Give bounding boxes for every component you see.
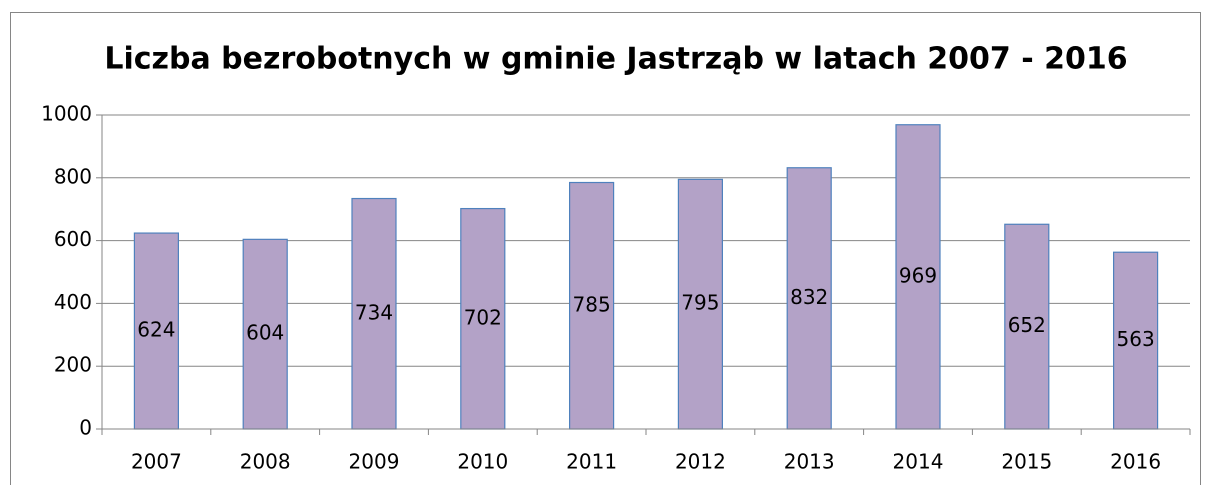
x-tick-label: 2015 bbox=[1001, 450, 1052, 474]
bar bbox=[460, 207, 506, 430]
bar bbox=[677, 178, 724, 430]
data-label: 604 bbox=[246, 321, 284, 345]
y-tick-label: 600 bbox=[54, 227, 92, 251]
data-label: 734 bbox=[355, 300, 393, 324]
y-tick-label: 200 bbox=[54, 353, 92, 377]
data-label: 624 bbox=[137, 318, 175, 342]
chart-title: Liczba bezrobotnych w gminie Jastrząb w … bbox=[104, 42, 1127, 77]
x-tick-label: 2013 bbox=[784, 450, 835, 474]
bar bbox=[895, 124, 941, 430]
x-tick-label: 2016 bbox=[1110, 450, 1161, 474]
data-label: 702 bbox=[464, 305, 502, 329]
bar bbox=[133, 232, 179, 430]
y-tick-label: 0 bbox=[79, 416, 92, 440]
bar bbox=[1004, 223, 1050, 430]
data-label: 785 bbox=[573, 292, 611, 316]
x-tick-label: 2008 bbox=[240, 450, 291, 474]
x-tick-label: 2009 bbox=[349, 450, 400, 474]
x-tick-label: 2012 bbox=[675, 450, 726, 474]
data-label: 652 bbox=[1008, 313, 1046, 337]
x-tick-label: 2014 bbox=[893, 450, 944, 474]
y-tick-label: 400 bbox=[54, 290, 92, 314]
data-label: 832 bbox=[790, 285, 828, 309]
bar bbox=[1112, 251, 1159, 430]
y-tick-label: 800 bbox=[54, 164, 92, 188]
data-label: 969 bbox=[899, 263, 937, 287]
data-label: 563 bbox=[1117, 327, 1155, 351]
y-tick-label: 1000 bbox=[41, 102, 92, 126]
x-tick-label: 2011 bbox=[566, 450, 617, 474]
x-tick-label: 2010 bbox=[457, 450, 508, 474]
x-tick-label: 2007 bbox=[131, 450, 182, 474]
bar bbox=[568, 181, 615, 430]
bar bbox=[786, 167, 832, 430]
data-label: 795 bbox=[681, 291, 719, 315]
